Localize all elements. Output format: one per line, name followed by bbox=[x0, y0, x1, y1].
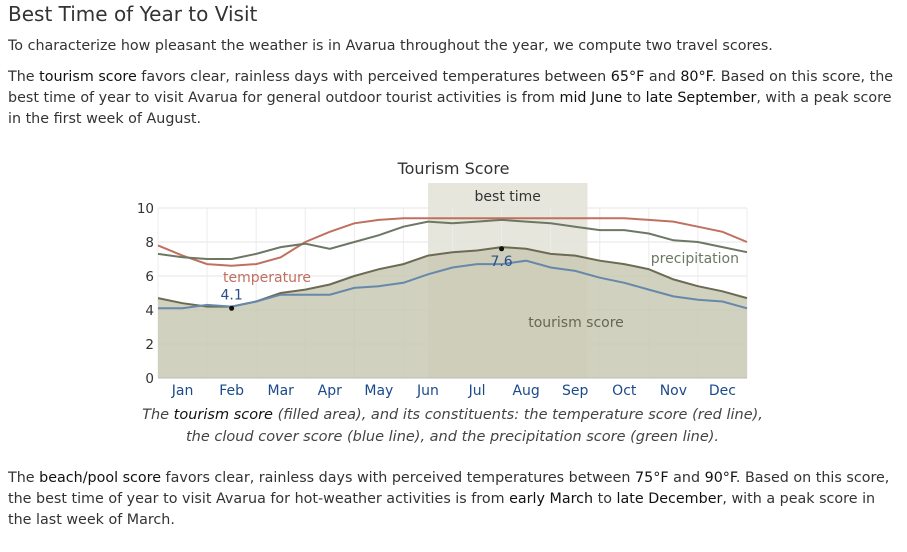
x-tick-label: Mar bbox=[267, 383, 294, 399]
beach-temp-high: 90°F bbox=[704, 470, 736, 486]
temperature-line bbox=[157, 217, 748, 267]
tourism-paragraph: The tourism score favors clear, rainless… bbox=[8, 67, 898, 130]
marker-label: 7.6 bbox=[490, 254, 512, 270]
marker-point bbox=[229, 305, 235, 311]
y-tick-label: 8 bbox=[145, 235, 154, 251]
y-tick-label: 2 bbox=[145, 337, 154, 353]
x-tick-label: Jan bbox=[171, 383, 194, 399]
marker-label: 4.1 bbox=[220, 287, 242, 303]
cloud-cover-line bbox=[158, 259, 748, 310]
precipitation-line bbox=[157, 218, 748, 260]
beach-text-3: and bbox=[668, 470, 705, 486]
beach-best-start: early March bbox=[509, 491, 594, 507]
beach-temp-low: 75°F bbox=[635, 470, 669, 486]
temperature-label: temperature bbox=[223, 270, 311, 286]
beach-text-6: , with a peak score in the last week of … bbox=[8, 491, 876, 528]
marker-point bbox=[499, 246, 505, 252]
tourism-score-chart: 0 2 4 6 8 10 Jan Feb Mar Apr May Jun Jul Aug Sep Oct Nov… bbox=[137, 183, 748, 399]
y-tick-label: 4 bbox=[145, 303, 154, 319]
beach-text-4: . Based on this score, the best time of … bbox=[8, 470, 890, 507]
tourism-text-2: favors clear, rainless days with perceiv… bbox=[136, 69, 611, 85]
tourism-best-start: mid June bbox=[559, 90, 623, 106]
page-heading: Best Time of Year to Visit bbox=[8, 2, 258, 26]
x-tick-label: Nov bbox=[660, 383, 687, 399]
x-tick-label: Jun bbox=[416, 383, 439, 399]
caption-text-2: (filled area), and its constituents: the… bbox=[185, 407, 763, 445]
chart-title: Tourism Score bbox=[397, 159, 510, 178]
beach-text-1: The bbox=[8, 470, 40, 486]
beach-text-2: favors clear, rainless days with perceiv… bbox=[161, 470, 636, 486]
beach-paragraph: The beach/pool score favors clear, rainl… bbox=[8, 468, 898, 531]
x-tick-label: Aug bbox=[512, 383, 539, 399]
x-tick-label: Jul bbox=[468, 383, 486, 399]
tourism-text-3: and bbox=[644, 69, 681, 85]
tourism-text-1: The bbox=[8, 69, 40, 85]
tourism-text-4: . Based on this score, the best time of … bbox=[8, 69, 894, 106]
beach-text-5: to bbox=[593, 491, 617, 507]
tourism-score-area bbox=[158, 247, 747, 378]
tourism-best-end: late September bbox=[645, 90, 757, 106]
beach-best-end: late December bbox=[616, 491, 723, 507]
tourism-text-6: , with a peak score in the first week of… bbox=[8, 90, 892, 127]
intro-paragraph: To characterize how pleasant the weather… bbox=[8, 38, 773, 54]
caption-term: tourism score bbox=[173, 407, 273, 423]
chart-caption: The tourism score (filled area), and its… bbox=[140, 404, 765, 448]
tourism-score-label: tourism score bbox=[528, 315, 624, 331]
x-tick-label: Dec bbox=[709, 383, 736, 399]
beach-score-term: beach/pool score bbox=[39, 470, 162, 486]
x-tick-label: May bbox=[364, 383, 393, 399]
precipitation-label: precipitation bbox=[651, 251, 739, 267]
x-tick-label: Apr bbox=[318, 383, 342, 399]
caption-text-1: The bbox=[142, 407, 174, 423]
y-tick-label: 0 bbox=[145, 371, 154, 387]
x-tick-label: Oct bbox=[612, 383, 637, 399]
y-tick-label: 10 bbox=[137, 201, 154, 217]
tourism-text-5: to bbox=[622, 90, 646, 106]
tourism-score-term: tourism score bbox=[39, 69, 137, 85]
y-tick-label: 6 bbox=[145, 269, 154, 285]
x-tick-label: Feb bbox=[219, 383, 244, 399]
x-tick-label: Sep bbox=[562, 383, 589, 399]
tourism-temp-low: 65°F bbox=[610, 69, 645, 85]
tourism-temp-high: 80°F bbox=[680, 69, 712, 85]
best-time-label: best time bbox=[475, 189, 541, 205]
